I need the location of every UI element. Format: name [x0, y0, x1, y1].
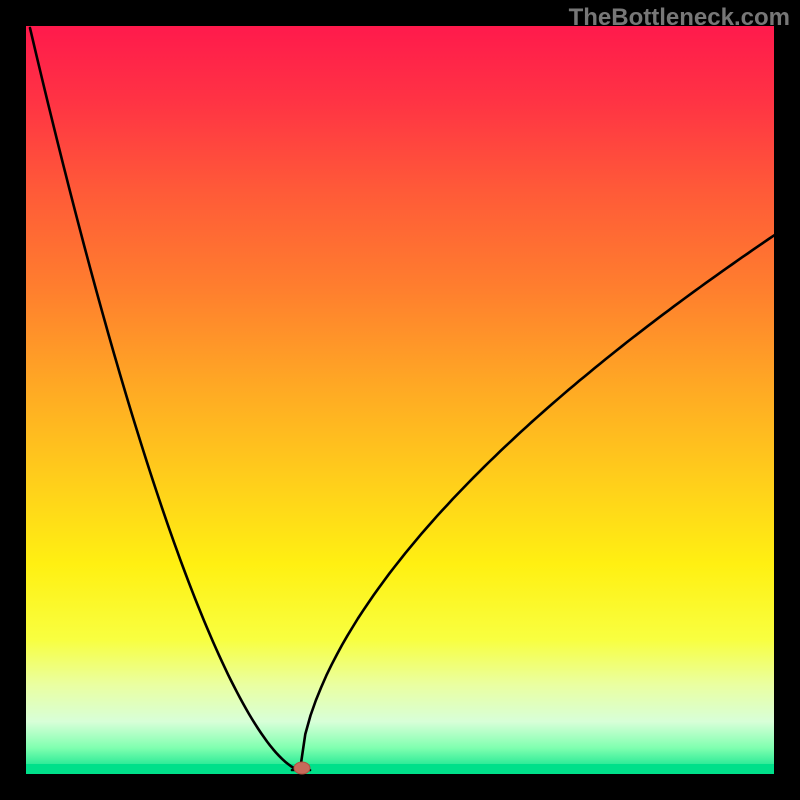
optimum-marker: [294, 762, 310, 774]
plot-background: [26, 26, 774, 774]
watermark-text: TheBottleneck.com: [569, 4, 790, 32]
chart-frame: TheBottleneck.com: [0, 0, 800, 800]
bottom-green-band: [26, 764, 774, 774]
bottleneck-chart: [0, 0, 800, 800]
